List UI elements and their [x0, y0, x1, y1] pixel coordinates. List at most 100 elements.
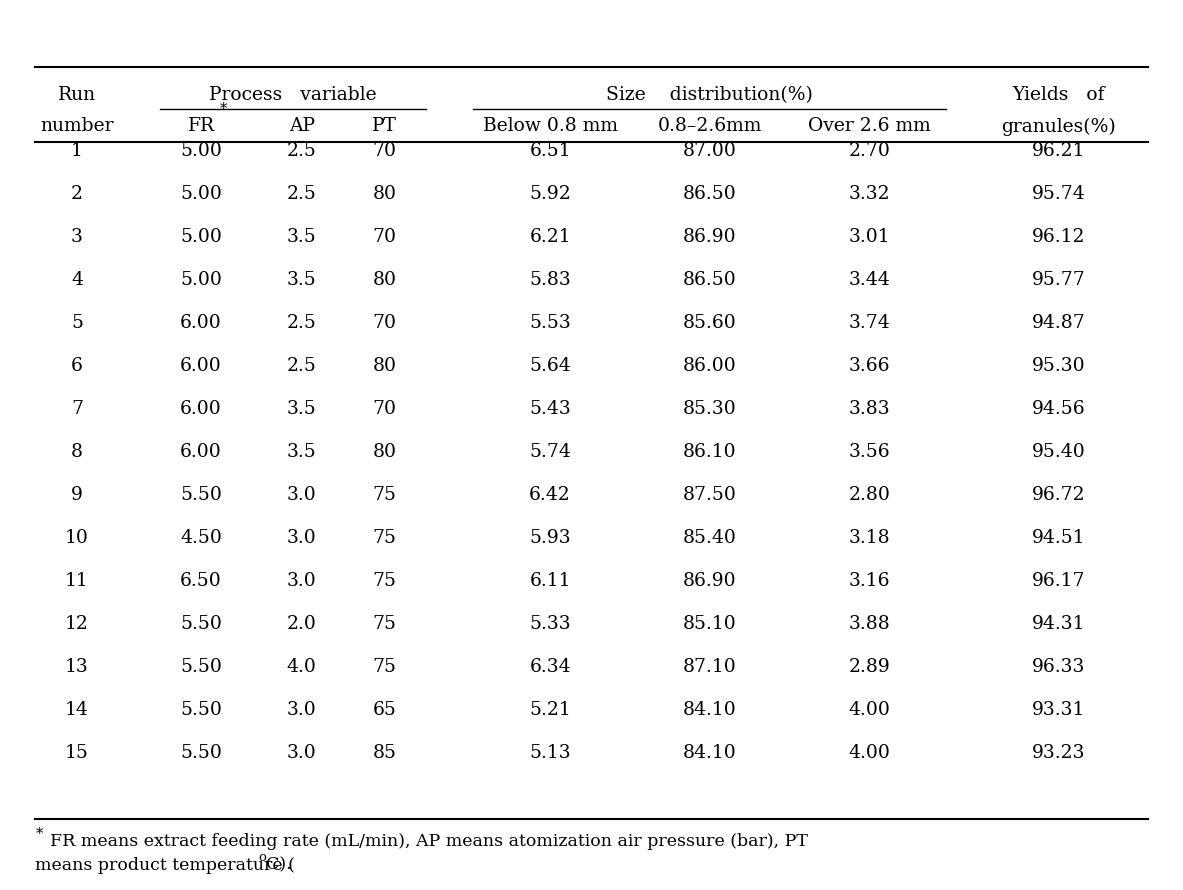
Text: 86.10: 86.10: [683, 443, 737, 461]
Text: 3: 3: [71, 228, 83, 247]
Text: 84.10: 84.10: [683, 701, 737, 719]
Text: 94.31: 94.31: [1032, 615, 1086, 633]
Text: 94.87: 94.87: [1032, 314, 1086, 332]
Text: 85: 85: [373, 744, 396, 762]
Text: 85.10: 85.10: [683, 615, 737, 633]
Text: 5.50: 5.50: [180, 744, 222, 762]
Text: 5.50: 5.50: [180, 701, 222, 719]
Text: 70: 70: [373, 142, 396, 160]
Text: 86.90: 86.90: [683, 228, 737, 247]
Text: means product temperature (: means product temperature (: [35, 856, 296, 874]
Text: 65: 65: [373, 701, 396, 719]
Text: 14: 14: [65, 701, 89, 719]
Text: 5.00: 5.00: [180, 228, 222, 247]
Text: 6.00: 6.00: [180, 314, 222, 332]
Text: 94.56: 94.56: [1032, 400, 1086, 418]
Text: 3.16: 3.16: [848, 572, 891, 590]
Text: 87.50: 87.50: [683, 486, 737, 505]
Text: 5.53: 5.53: [529, 314, 571, 332]
Text: FR: FR: [188, 117, 214, 135]
Text: 75: 75: [373, 530, 396, 547]
Text: 5.00: 5.00: [180, 142, 222, 160]
Text: 5.50: 5.50: [180, 615, 222, 633]
Text: 3.0: 3.0: [286, 744, 317, 762]
Text: 6.00: 6.00: [180, 443, 222, 461]
Text: 5.92: 5.92: [529, 185, 571, 203]
Text: 84.10: 84.10: [683, 744, 737, 762]
Text: AP: AP: [289, 117, 315, 135]
Text: 3.0: 3.0: [286, 572, 317, 590]
Text: Run: Run: [58, 86, 96, 104]
Text: 10: 10: [65, 530, 89, 547]
Text: Process   variable: Process variable: [209, 86, 376, 104]
Text: 2.5: 2.5: [286, 142, 317, 160]
Text: 80: 80: [373, 443, 396, 461]
Text: 3.01: 3.01: [848, 228, 891, 247]
Text: 80: 80: [373, 357, 396, 376]
Text: 96.17: 96.17: [1032, 572, 1086, 590]
Text: *: *: [220, 101, 227, 116]
Text: 5.50: 5.50: [180, 658, 222, 676]
Text: C).: C).: [266, 856, 292, 874]
Text: 5.00: 5.00: [180, 271, 222, 289]
Text: 3.18: 3.18: [848, 530, 891, 547]
Text: 86.90: 86.90: [683, 572, 737, 590]
Text: 6.11: 6.11: [529, 572, 571, 590]
Text: 6.00: 6.00: [180, 357, 222, 376]
Text: 96.33: 96.33: [1032, 658, 1086, 676]
Text: 86.50: 86.50: [683, 185, 737, 203]
Text: 3.0: 3.0: [286, 486, 317, 505]
Text: 95.40: 95.40: [1032, 443, 1086, 461]
Text: 85.40: 85.40: [683, 530, 737, 547]
Text: 6.00: 6.00: [180, 400, 222, 418]
Text: 2.5: 2.5: [286, 185, 317, 203]
Text: 12: 12: [65, 615, 89, 633]
Text: 85.60: 85.60: [683, 314, 737, 332]
Text: 7: 7: [71, 400, 83, 418]
Text: 6.21: 6.21: [529, 228, 571, 247]
Text: 5: 5: [71, 314, 83, 332]
Text: 3.88: 3.88: [848, 615, 891, 633]
Text: 2.0: 2.0: [286, 615, 317, 633]
Text: 3.32: 3.32: [848, 185, 891, 203]
Text: 5.33: 5.33: [529, 615, 571, 633]
Text: 95.74: 95.74: [1032, 185, 1086, 203]
Text: FR means extract feeding rate (mL/min), AP means atomization air pressure (bar),: FR means extract feeding rate (mL/min), …: [50, 832, 808, 850]
Text: 3.83: 3.83: [848, 400, 891, 418]
Text: 75: 75: [373, 658, 396, 676]
Text: 6: 6: [71, 357, 83, 376]
Text: 5.64: 5.64: [529, 357, 571, 376]
Text: 96.21: 96.21: [1032, 142, 1086, 160]
Text: o: o: [258, 852, 266, 864]
Text: 11: 11: [65, 572, 89, 590]
Text: 95.77: 95.77: [1032, 271, 1086, 289]
Text: 3.44: 3.44: [848, 271, 891, 289]
Text: 3.5: 3.5: [286, 228, 317, 247]
Text: 15: 15: [65, 744, 89, 762]
Text: 75: 75: [373, 615, 396, 633]
Text: 3.66: 3.66: [848, 357, 891, 376]
Text: 5.43: 5.43: [529, 400, 571, 418]
Text: 2: 2: [71, 185, 83, 203]
Text: 87.10: 87.10: [683, 658, 737, 676]
Text: 1: 1: [71, 142, 83, 160]
Text: 5.00: 5.00: [180, 185, 222, 203]
Text: 13: 13: [65, 658, 89, 676]
Text: 2.89: 2.89: [848, 658, 891, 676]
Text: 5.93: 5.93: [529, 530, 571, 547]
Text: 70: 70: [373, 228, 396, 247]
Text: 4.0: 4.0: [286, 658, 317, 676]
Text: PT: PT: [371, 117, 397, 135]
Text: 9: 9: [71, 486, 83, 505]
Text: 85.30: 85.30: [683, 400, 737, 418]
Text: 3.0: 3.0: [286, 701, 317, 719]
Text: 70: 70: [373, 400, 396, 418]
Text: Over 2.6 mm: Over 2.6 mm: [808, 117, 931, 135]
Text: 5.13: 5.13: [529, 744, 571, 762]
Text: 86.50: 86.50: [683, 271, 737, 289]
Text: number: number: [40, 117, 114, 135]
Text: 8: 8: [71, 443, 83, 461]
Text: *: *: [35, 827, 43, 841]
Text: 75: 75: [373, 572, 396, 590]
Text: 5.50: 5.50: [180, 486, 222, 505]
